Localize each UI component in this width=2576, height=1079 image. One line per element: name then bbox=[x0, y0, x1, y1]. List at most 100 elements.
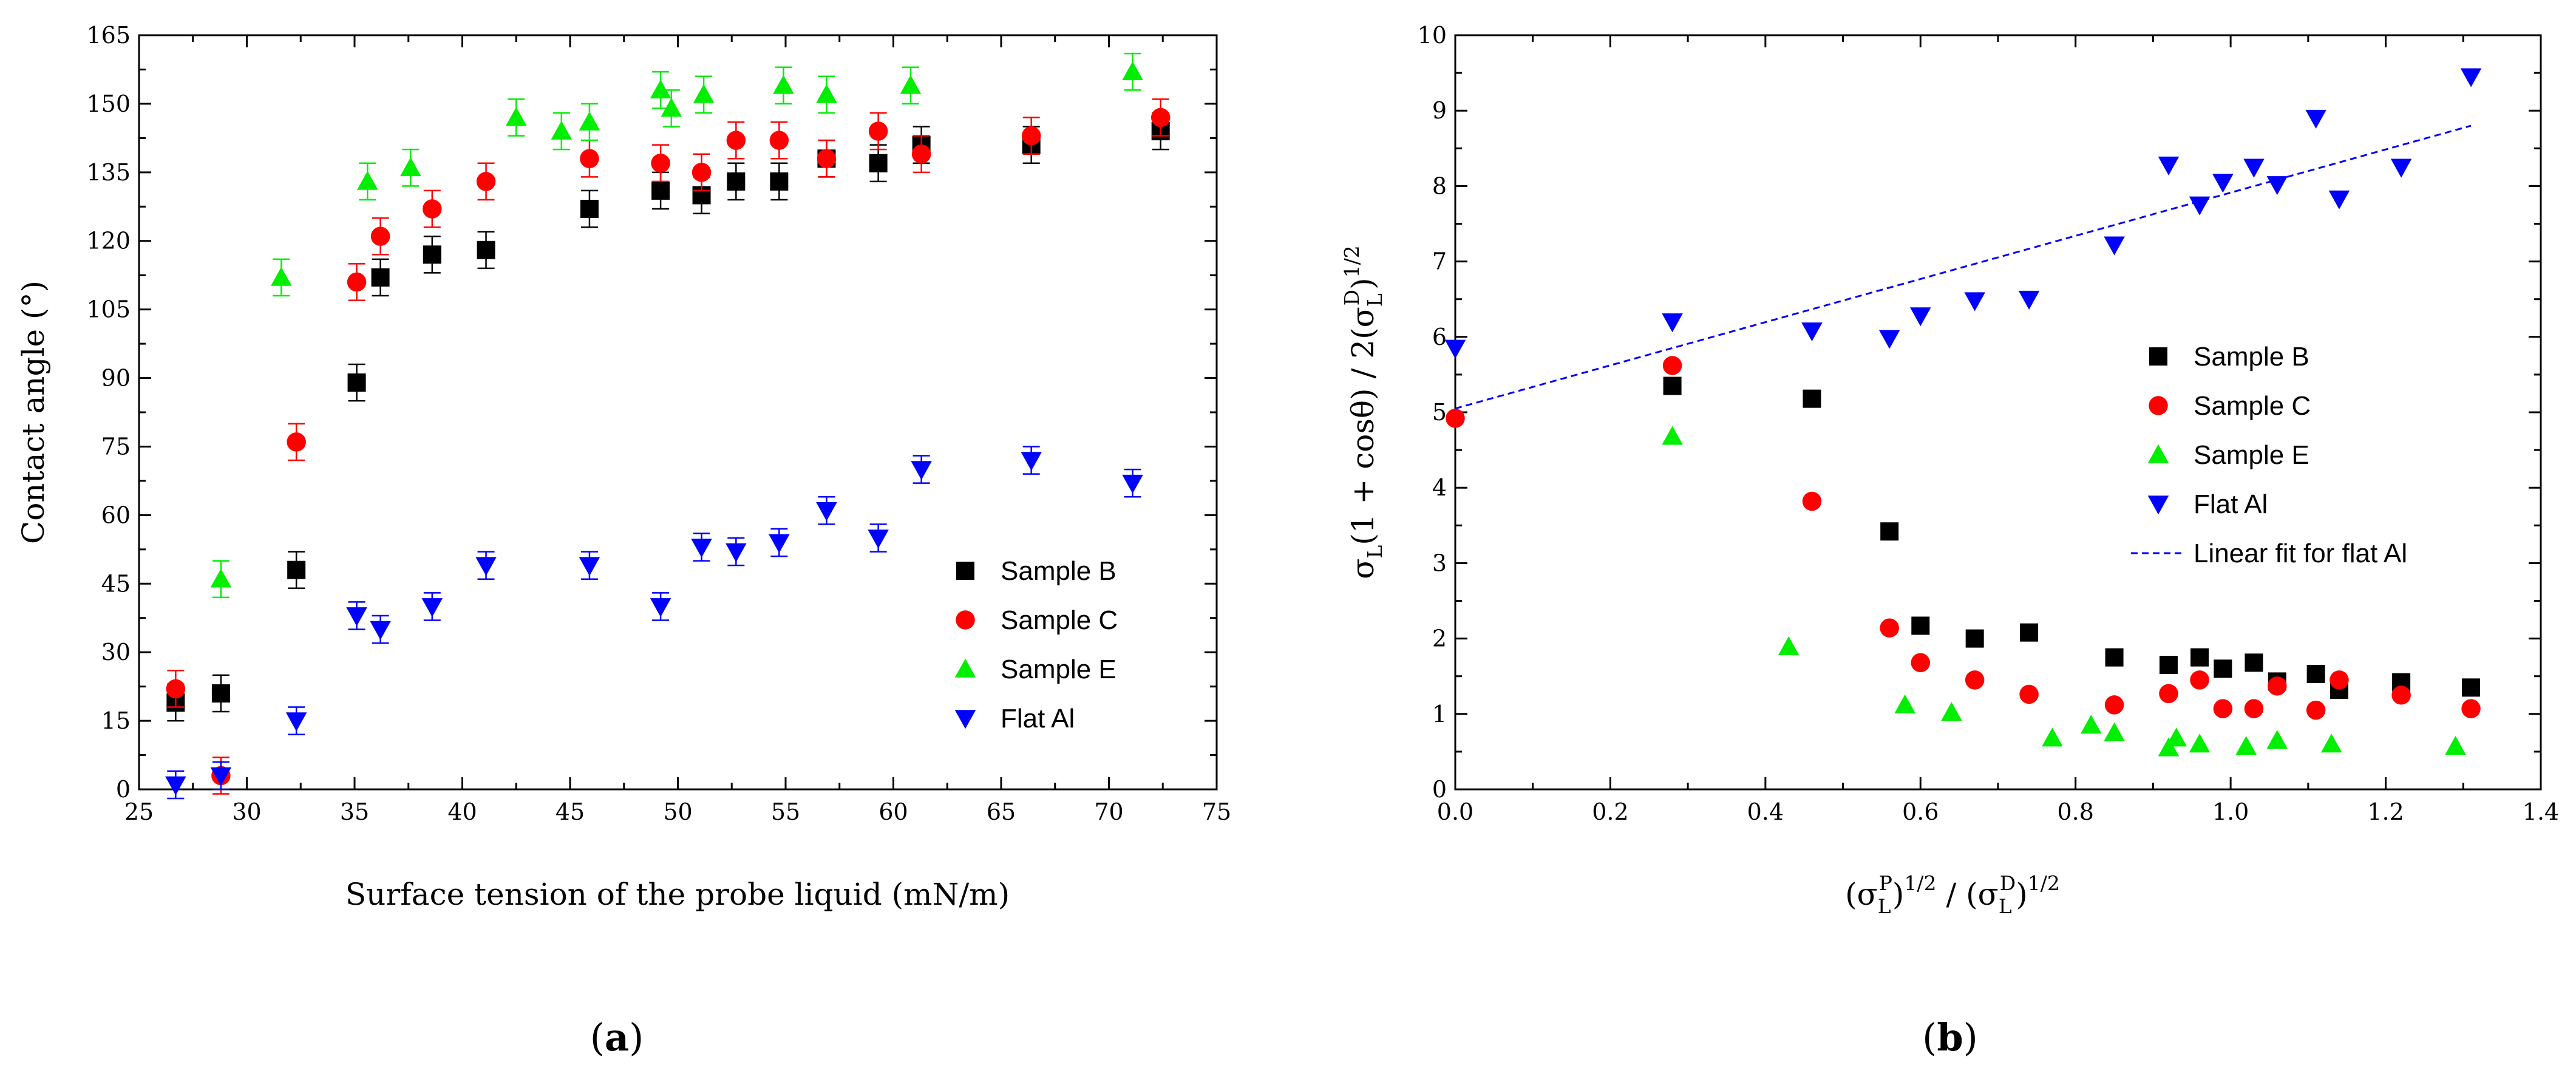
x-tick-label: 1.2 bbox=[2367, 798, 2404, 825]
x-axis-label-a: Surface tension of the probe liquid (mN/… bbox=[345, 877, 1010, 912]
point-flat-al bbox=[2104, 236, 2125, 256]
point-flat-al bbox=[769, 534, 790, 553]
point-flat-al bbox=[2266, 176, 2288, 196]
point-sample-e bbox=[900, 75, 922, 94]
legend-label-sample-b: Sample B bbox=[2194, 342, 2309, 372]
point-sample-e bbox=[773, 75, 794, 94]
point-sample-b bbox=[1663, 376, 1682, 395]
point-sample-c bbox=[476, 172, 496, 191]
point-flat-al bbox=[1021, 452, 1042, 471]
point-flat-al bbox=[1122, 474, 1143, 494]
point-sample-e bbox=[1122, 61, 1143, 81]
point-sample-b bbox=[869, 154, 888, 172]
point-sample-c bbox=[423, 199, 442, 219]
point-sample-c bbox=[2391, 686, 2411, 705]
x-tick-label: 35 bbox=[340, 798, 369, 825]
y-tick-label: 90 bbox=[101, 365, 131, 392]
y-tick-label: 0 bbox=[116, 776, 131, 803]
xlabel-b-sup: D bbox=[2000, 871, 2016, 895]
y-tick-label: 6 bbox=[1432, 324, 1447, 350]
x-tick-label: 50 bbox=[663, 798, 692, 825]
point-sample-c bbox=[370, 226, 390, 246]
y-tick-label: 7 bbox=[1432, 248, 1447, 275]
ticks-b: 0.0 0.2 0.4 0.6 0.8 1.0 1.2 1.4 0 1 2 3 4 5 6 7 8 9 10 bbox=[1418, 22, 2560, 825]
point-sample-b bbox=[347, 373, 366, 392]
ylabel-b-part: (1 + cosθ) / 2(σ bbox=[1345, 307, 1381, 545]
legend-marker-sample-c bbox=[2149, 396, 2168, 415]
x-tick-label: 70 bbox=[1094, 798, 1123, 825]
x-tick-label: 0.2 bbox=[1592, 798, 1628, 825]
point-flat-al bbox=[1444, 339, 1466, 359]
panel-label-b: (b) bbox=[1922, 1015, 1978, 1060]
legend-label-sample-c: Sample C bbox=[2194, 391, 2311, 421]
point-sample-e bbox=[271, 267, 292, 286]
point-flat-al bbox=[1801, 322, 1823, 342]
point-flat-al bbox=[911, 461, 932, 480]
y-tick-label: 135 bbox=[86, 159, 131, 186]
point-sample-b bbox=[1803, 389, 1821, 408]
point-sample-e bbox=[1941, 702, 1962, 721]
point-flat-al bbox=[2390, 158, 2412, 178]
x-tick-label: 25 bbox=[124, 798, 154, 825]
y-tick-label: 0 bbox=[1432, 776, 1447, 803]
point-sample-e bbox=[2266, 730, 2288, 749]
point-sample-e bbox=[2189, 734, 2211, 753]
point-sample-b bbox=[423, 245, 441, 264]
y-tick-label: 60 bbox=[101, 502, 131, 528]
panel-a: 25 30 35 40 45 50 55 60 65 70 75 0 15 30 45 60 75 90 105 12… bbox=[16, 22, 1231, 1060]
point-flat-al bbox=[475, 557, 497, 576]
legend-label-sample-e: Sample E bbox=[2194, 440, 2309, 470]
panel-letter-b: b bbox=[1937, 1015, 1963, 1060]
point-sample-c bbox=[347, 272, 367, 292]
x-tick-label: 0.6 bbox=[1902, 798, 1939, 825]
legend-marker-sample-c bbox=[956, 610, 975, 630]
legend-label-sample-b: Sample B bbox=[1001, 556, 1116, 586]
legend-label-flat-al: Flat Al bbox=[2194, 489, 2268, 519]
legend-label-sample-c: Sample C bbox=[1001, 605, 1118, 635]
point-sample-e bbox=[661, 98, 682, 117]
point-sample-e bbox=[1894, 694, 1915, 713]
point-sample-c bbox=[2461, 699, 2481, 718]
point-sample-e bbox=[816, 84, 837, 103]
point-sample-e bbox=[2081, 715, 2102, 734]
ylabel-b-part: σ bbox=[1345, 559, 1381, 579]
point-flat-al bbox=[1964, 292, 1985, 311]
point-sample-b bbox=[2190, 648, 2209, 667]
point-flat-al bbox=[2305, 109, 2326, 129]
point-flat-al bbox=[1878, 330, 1900, 349]
point-flat-al bbox=[2189, 196, 2211, 216]
point-flat-al bbox=[726, 543, 747, 562]
xlabel-b-sup: P bbox=[1879, 871, 1892, 895]
point-sample-e bbox=[2158, 737, 2180, 757]
point-sample-b bbox=[1911, 616, 1930, 635]
data-a bbox=[165, 52, 1171, 800]
xlabel-b-sub: L bbox=[1999, 894, 2012, 918]
point-sample-c bbox=[1911, 653, 1931, 673]
point-sample-c bbox=[692, 163, 712, 182]
point-sample-e bbox=[2104, 722, 2125, 741]
point-flat-al bbox=[370, 621, 391, 640]
data-b bbox=[1444, 68, 2482, 757]
y-tick-label: 105 bbox=[86, 296, 131, 323]
x-tick-label: 55 bbox=[771, 798, 800, 825]
point-sample-c bbox=[2330, 670, 2349, 690]
point-sample-b bbox=[2105, 648, 2124, 667]
point-flat-al bbox=[868, 529, 889, 549]
point-sample-c bbox=[769, 131, 789, 150]
linear-fit-line bbox=[1455, 124, 2472, 410]
point-sample-b bbox=[770, 172, 789, 191]
point-flat-al bbox=[650, 598, 671, 618]
y-axis-label-a: Contact angle (°) bbox=[16, 281, 51, 544]
point-flat-al bbox=[2158, 156, 2180, 175]
xlabel-b-exp: 1/2 bbox=[1904, 871, 1936, 895]
y-tick-label: 4 bbox=[1432, 474, 1447, 501]
point-flat-al bbox=[816, 502, 837, 522]
point-sample-b bbox=[1880, 522, 1899, 541]
point-sample-c bbox=[817, 149, 837, 168]
point-sample-b bbox=[651, 181, 670, 200]
point-sample-b bbox=[371, 268, 390, 287]
xlabel-b-sub: L bbox=[1878, 894, 1891, 918]
legend-b: Sample B Sample C Sample E Flat Al Linear fi… bbox=[2131, 342, 2407, 568]
